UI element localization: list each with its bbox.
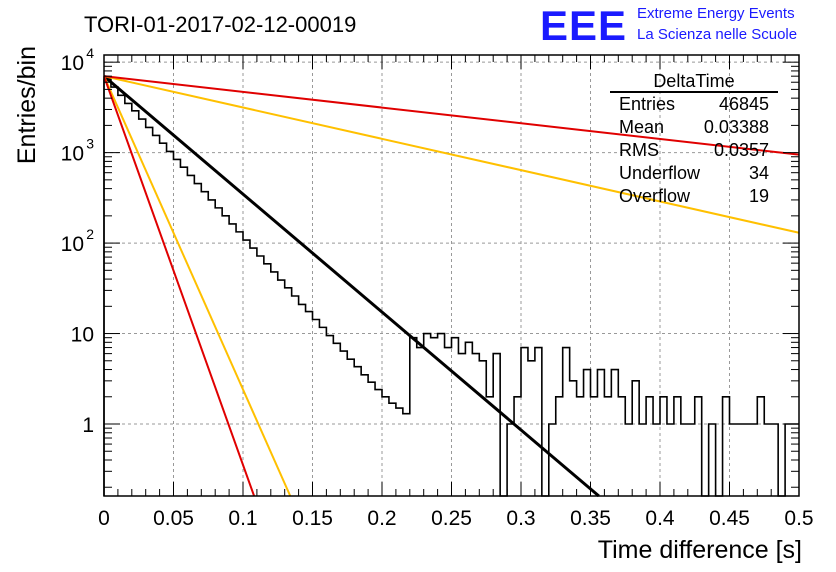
stats-row-label: Entries: [619, 94, 675, 114]
y-tick-label: 10: [61, 233, 84, 256]
x-tick-label: 0.4: [645, 507, 675, 530]
stats-row-value: 0.03388: [704, 117, 769, 137]
stats-box: DeltaTime Entries 46845 Mean 0.03388 RMS 0.03…: [610, 71, 778, 206]
x-tick-label: 0.5: [784, 507, 813, 530]
stats-row-value: 19: [749, 186, 769, 206]
x-tick-label: 0.35: [570, 507, 611, 530]
y-tick-exponent: 4: [86, 45, 94, 61]
y-tick-label: 10: [71, 324, 94, 347]
brand-line-2: La Scienza nelle Scuole: [637, 26, 797, 43]
y-axis-title: Entries/bin: [13, 46, 41, 164]
fit-line: [103, 75, 256, 497]
x-tick-label: 0: [98, 507, 110, 530]
x-tick-labels: 0 0.05 0.1 0.15 0.2 0.25 0.3 0.35 0.4 0.45 0.5: [98, 507, 813, 530]
fit-lines: [103, 75, 800, 498]
eee-logo: EEE: [540, 2, 627, 49]
x-axis-title: Time difference [s]: [598, 536, 802, 564]
y-tick-label: 1: [82, 414, 94, 437]
fit-line: [103, 75, 800, 234]
x-tick-label: 0.05: [153, 507, 194, 530]
fit-line: [103, 75, 800, 156]
histogram-outline: [103, 78, 799, 497]
y-tick-label: 10: [61, 52, 84, 75]
x-tick-label: 0.1: [228, 507, 257, 530]
brand-line-1: Extreme Energy Events: [637, 5, 795, 22]
stats-row-value: 0.0357: [714, 140, 769, 160]
y-tick-exponent: 2: [86, 226, 94, 242]
x-tick-label: 0.3: [506, 507, 535, 530]
stats-row-label: Overflow: [619, 186, 691, 206]
stats-row-label: Underflow: [619, 163, 701, 183]
fit-line: [103, 75, 292, 497]
x-tick-label: 0.25: [431, 507, 472, 530]
stats-rows: Entries 46845 Mean 0.03388 RMS 0.0357 Underflo…: [619, 94, 769, 206]
x-tick-label: 0.45: [709, 507, 750, 530]
stats-title: DeltaTime: [653, 71, 734, 91]
grid: [104, 55, 799, 496]
chart-title: TORI-01-2017-02-12-00019: [84, 12, 356, 37]
y-tick-exponent: 3: [86, 136, 94, 152]
axis-ticks: [103, 55, 800, 496]
fit-line: [103, 75, 600, 498]
histogram: [103, 78, 799, 497]
stats-row-value: 46845: [719, 94, 769, 114]
stats-row-label: RMS: [619, 140, 659, 160]
stats-row-label: Mean: [619, 117, 664, 137]
y-tick-label: 10: [61, 143, 84, 166]
x-tick-label: 0.2: [367, 507, 396, 530]
x-tick-label: 0.15: [292, 507, 333, 530]
stats-row-value: 34: [749, 163, 769, 183]
